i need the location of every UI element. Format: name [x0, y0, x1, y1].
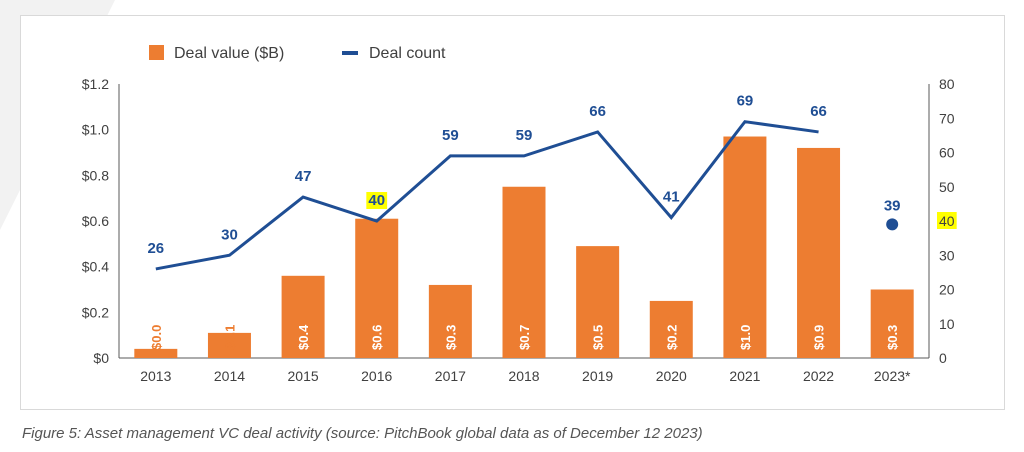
line-data-label: 41	[663, 189, 680, 206]
line-data-label: 26	[147, 240, 164, 257]
left-axis-tick-label: $0.2	[82, 304, 109, 320]
legend-bar-swatch	[149, 45, 164, 60]
bar-data-label: $0.3	[885, 325, 900, 350]
bar-data-label: $0.7	[517, 325, 532, 350]
left-axis-tick-label: $1.0	[82, 122, 109, 138]
bar	[797, 147, 841, 358]
x-axis-category-label: 2023*	[874, 368, 911, 384]
bar	[134, 348, 178, 358]
bar	[576, 246, 620, 358]
bar-data-label: $0.4	[296, 324, 311, 350]
bar	[428, 284, 472, 358]
bar	[355, 218, 399, 358]
left-axis-tick-label: $1.2	[82, 76, 109, 92]
right-axis-tick-label: 70	[939, 110, 955, 126]
right-axis-tick-label: 20	[939, 282, 955, 298]
line-data-label: 59	[516, 127, 533, 144]
line-data-label: 69	[737, 93, 754, 110]
left-axis-tick-label: $0	[93, 350, 109, 366]
bar-data-label: $1.0	[738, 325, 753, 350]
bar-data-label: $0.9	[812, 325, 827, 350]
x-axis-category-label: 2013	[140, 368, 171, 384]
line-data-label-highlight	[366, 192, 388, 209]
bar	[207, 332, 251, 358]
x-axis-category-label: 2016	[361, 368, 392, 384]
legend-bar-label: Deal value ($B)	[174, 45, 284, 62]
right-axis-tick-label: 30	[939, 247, 955, 263]
line-data-label: 40	[368, 192, 385, 209]
bar-data-label: $0.1	[222, 325, 237, 350]
line-data-label: 66	[589, 103, 606, 120]
line-data-label: 39	[884, 197, 901, 214]
x-axis-category-label: 2015	[288, 368, 319, 384]
bar-data-label: $0.6	[370, 325, 385, 350]
right-axis-tick-label: 80	[939, 76, 955, 92]
x-axis-category-label: 2014	[214, 368, 245, 384]
deal-count-line	[155, 120, 819, 271]
line-data-label: 47	[295, 168, 312, 185]
x-axis-category-label: 2018	[508, 368, 539, 384]
bar	[502, 186, 546, 358]
bar-data-label: $0.0	[149, 325, 164, 350]
x-axis-category-label: 2019	[582, 368, 613, 384]
x-axis-category-label: 2017	[435, 368, 466, 384]
combo-chart: Deal value ($B) Deal count $0 $0.2 $0.4 $0.6 $…	[82, 45, 957, 384]
x-axis-category-label: 2021	[729, 368, 760, 384]
bar	[723, 136, 767, 358]
chart-card: Deal value ($B) Deal count $0 $0.2 $0.4 $0.6 $…	[20, 15, 1005, 410]
bar-data-label: $0.3	[443, 325, 458, 350]
right-axis-tick-label: 0	[939, 350, 947, 366]
x-axis-category-label: 2020	[656, 368, 687, 384]
figure-caption: Figure 5: Asset management VC deal activ…	[22, 425, 703, 442]
right-axis-tick-label: 60	[939, 145, 955, 161]
right-axis-tick-highlight	[937, 212, 957, 229]
line-data-label: 30	[221, 226, 238, 243]
bar	[870, 289, 914, 358]
line-data-label: 66	[810, 103, 827, 120]
left-axis-tick-label: $0.6	[82, 213, 109, 229]
bar-data-label: $0.5	[591, 325, 606, 350]
deal-count-point	[886, 218, 899, 231]
bar	[281, 275, 325, 358]
legend-line-label: Deal count	[369, 45, 446, 62]
right-axis-tick-label: 10	[939, 316, 955, 332]
bar-data-label: $0.2	[664, 325, 679, 350]
left-axis-tick-label: $0.4	[82, 259, 109, 275]
bar	[649, 300, 693, 358]
right-axis-tick-label: 40	[939, 213, 955, 229]
right-axis-tick-label: 50	[939, 179, 955, 195]
left-axis-tick-label: $0.8	[82, 167, 109, 183]
line-data-label: 59	[442, 127, 459, 144]
x-axis-category-label: 2022	[803, 368, 834, 384]
